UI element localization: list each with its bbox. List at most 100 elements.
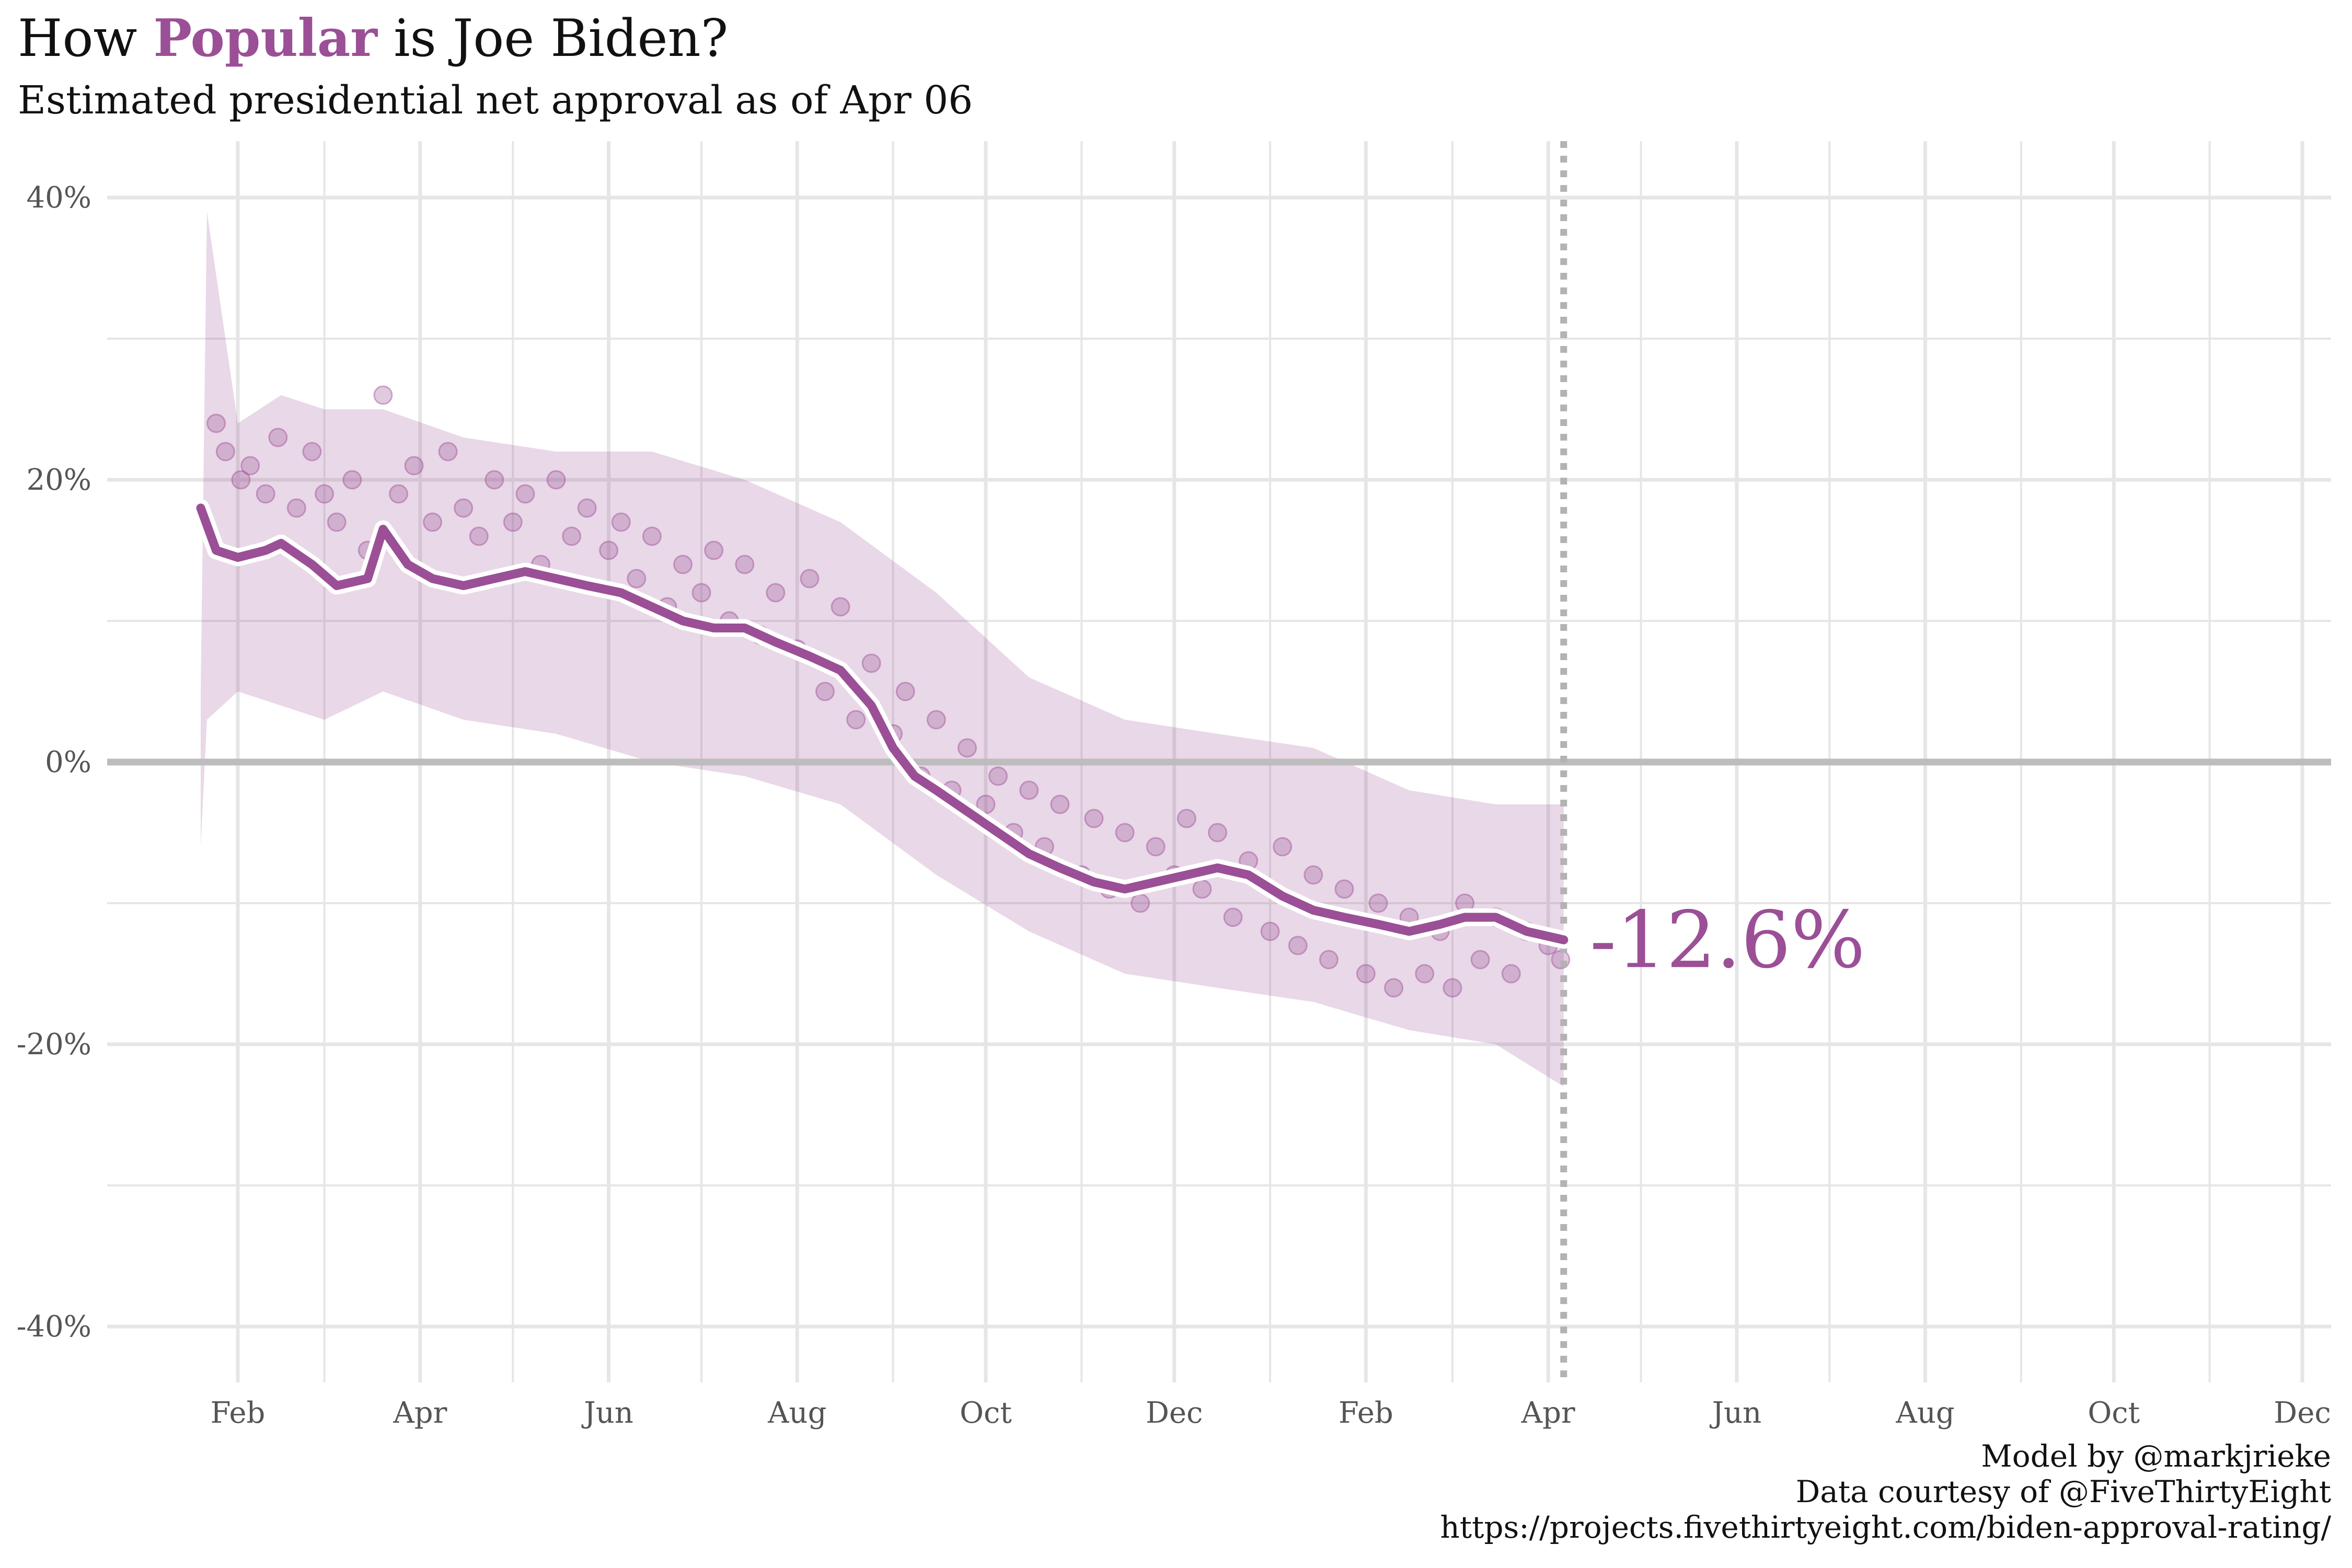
poll-point [1019,780,1039,800]
x-tick-label: Jun [1710,1396,1762,1430]
poll-point [1443,978,1462,998]
poll-point [423,512,443,532]
poll-point [1501,964,1521,984]
poll-point [215,442,235,462]
poll-point [503,512,523,532]
x-tick-label: Feb [211,1396,266,1430]
poll-point [286,498,306,518]
poll-point [577,498,597,518]
poll-point [342,470,362,490]
poll-point [735,555,755,574]
poll-point [1131,893,1150,913]
poll-point [469,526,489,546]
poll-point [815,682,835,701]
poll-point [454,498,474,518]
poll-point [1223,907,1243,927]
title-prefix: How [18,9,154,68]
poll-point [1334,879,1354,899]
x-tick-label: Apr [393,1396,447,1430]
trend-line [192,499,1573,949]
poll-point [404,456,424,476]
x-axis-ticks: Feb Apr Jun Aug Oct Dec Feb Apr Jun Aug Oct Dec [211,1396,2331,1430]
poll-point [1304,865,1323,885]
poll-point [691,583,711,603]
poll-point [988,766,1008,786]
poll-point [1260,921,1280,941]
poll-point [302,442,322,462]
x-tick-label: Jun [581,1396,633,1430]
x-tick-label: Aug [1895,1396,1954,1430]
caption-url: https://projects.fivethirtyeight.com/bid… [1440,1509,2331,1545]
poll-point [1146,837,1166,857]
poll-point [627,569,647,589]
uncertainty-band [201,212,1564,1087]
trend-line-path [196,503,1569,944]
poll-point [831,597,850,617]
poll-point [1192,879,1212,899]
title-highlight: Popular [153,8,378,68]
x-tick-label: Feb [1339,1396,1393,1430]
reference-lines [107,141,2331,1382]
poll-point [206,413,226,433]
poll-point [976,794,996,814]
x-tick-label: Dec [2274,1396,2331,1430]
poll-point [800,569,820,589]
y-tick-label: 0% [45,745,91,779]
poll-point [515,484,535,504]
poll-point [438,442,458,462]
poll-point [240,456,260,476]
uncertainty-band-area [201,212,1564,1087]
chart-subtitle: Estimated presidential net approval as o… [18,78,973,123]
poll-point [546,470,566,490]
poll-point [861,653,881,673]
title-suffix: is Joe Biden? [377,9,729,68]
y-tick-label: 40% [27,181,91,215]
poll-point [231,470,251,490]
caption-model: Model by @markjrieke [1981,1438,2331,1474]
x-tick-label: Apr [1521,1396,1575,1430]
poll-point [642,526,662,546]
poll-point [373,385,393,405]
poll-point [327,512,347,532]
current-value-label: -12.6% [1590,895,1865,986]
poll-point [1384,978,1404,998]
poll-point [1050,794,1070,814]
poll-point [1207,823,1227,843]
poll-point [1319,950,1339,970]
poll-point [562,526,582,546]
poll-point [1084,809,1104,828]
x-tick-label: Oct [2088,1396,2140,1430]
poll-point [926,710,946,730]
poll-point [1177,809,1196,828]
poll-point [388,484,408,504]
poll-point [766,583,786,603]
poll-point [958,738,977,758]
poll-point [1288,936,1308,955]
x-tick-label: Aug [767,1396,826,1430]
poll-point [599,540,619,560]
caption-data-source: Data courtesy of @FiveThirtyEight [1795,1474,2331,1509]
x-tick-label: Dec [1146,1396,1203,1430]
poll-point [704,540,724,560]
y-axis-ticks: 40% 20% 0% -20% -40% [17,181,91,1344]
chart-title: How Popular is Joe Biden? [18,7,728,70]
poll-point [268,428,288,447]
poll-point [673,555,693,574]
poll-point [1368,893,1388,913]
poll-point [256,484,275,504]
y-tick-label: 20% [27,463,91,497]
poll-point [846,710,866,730]
x-tick-label: Oct [960,1396,1012,1430]
poll-point [1115,823,1135,843]
y-tick-label: -20% [17,1028,91,1062]
poll-point [315,484,335,504]
poll-point [1470,950,1490,970]
poll-point [1415,964,1435,984]
poll-point [485,470,504,490]
y-tick-label: -40% [17,1310,91,1344]
poll-point [1273,837,1293,857]
poll-point [895,682,915,701]
poll-point [1356,964,1376,984]
poll-point [611,512,631,532]
